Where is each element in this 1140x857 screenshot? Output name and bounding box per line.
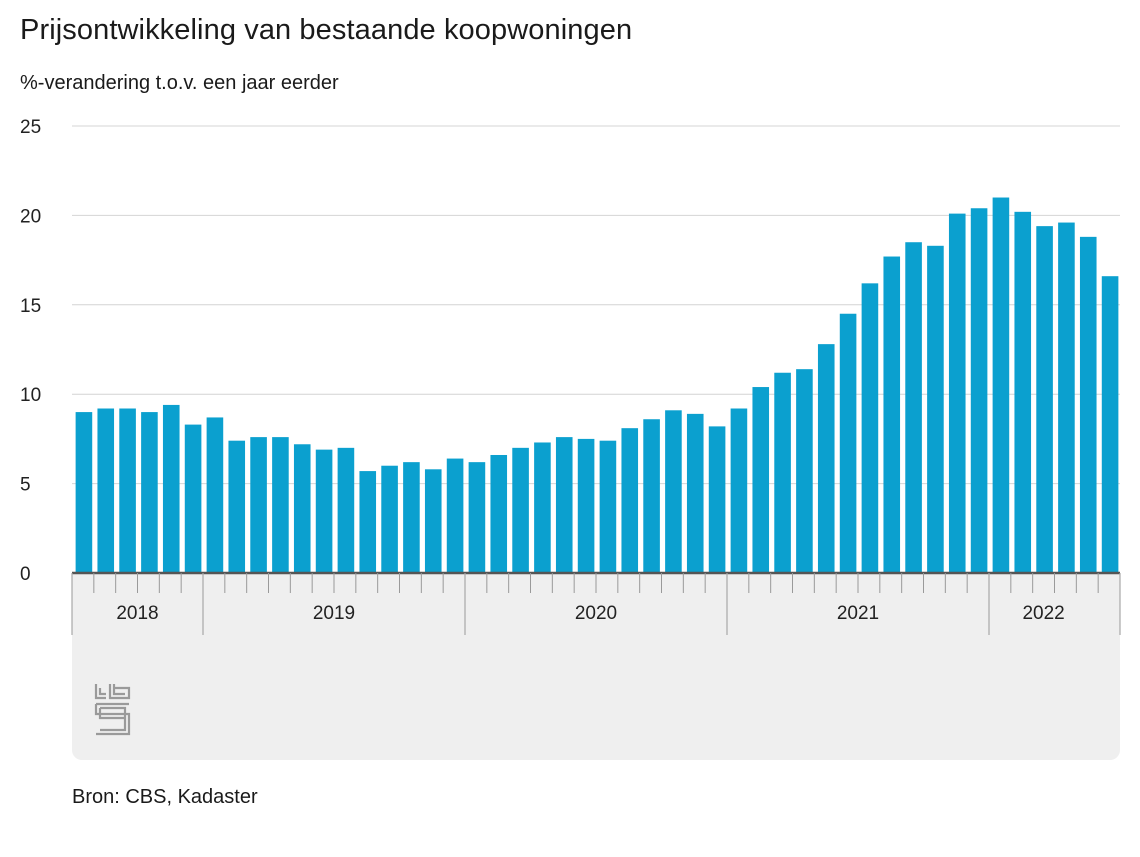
bar (905, 242, 922, 573)
bar (948, 213, 966, 573)
y-tick-label: 15 (20, 296, 41, 317)
bar (424, 469, 442, 573)
y-tick-label: 0 (20, 564, 31, 585)
bar (337, 447, 355, 573)
y-tick-label: 10 (20, 385, 41, 406)
bar (817, 344, 835, 573)
gridlines (72, 125, 1120, 485)
year-label: 2019 (313, 603, 355, 624)
y-axis-tick-labels: 0 5 10 15 20 25 (20, 117, 41, 585)
bar (228, 440, 246, 573)
x-axis-panel (72, 574, 1120, 760)
y-tick-label: 5 (20, 475, 31, 496)
bar (468, 462, 486, 573)
bar (119, 408, 136, 573)
bar (577, 438, 595, 573)
bar (839, 313, 857, 573)
bar (446, 458, 464, 573)
bar (141, 412, 158, 573)
bar (970, 208, 988, 574)
bars (75, 197, 1119, 574)
bar (381, 465, 398, 573)
cbs-logo-icon (94, 684, 131, 736)
bar (512, 447, 529, 573)
chart-subtitle: %-verandering t.o.v. een jaar eerder (20, 72, 339, 94)
bar (359, 471, 377, 573)
bar (490, 454, 508, 573)
bar (1079, 236, 1097, 573)
bar (686, 413, 704, 573)
bar (796, 369, 813, 573)
bar (927, 245, 944, 573)
bar (708, 426, 726, 573)
bar (272, 437, 289, 573)
bar (665, 410, 682, 573)
bar (992, 197, 1010, 573)
bar (643, 419, 660, 573)
y-tick-label: 20 (20, 206, 41, 227)
bar (1058, 222, 1075, 573)
source-note: Bron: CBS, Kadaster (72, 786, 258, 808)
bar (752, 387, 770, 573)
bar (250, 437, 267, 573)
bar (861, 283, 879, 573)
bar (555, 437, 573, 573)
bar (293, 444, 311, 573)
bar (599, 440, 617, 573)
bar (184, 424, 202, 573)
year-label: 2020 (575, 603, 617, 624)
bar (1101, 276, 1119, 573)
year-label: 2022 (1022, 603, 1064, 624)
x-axis: 2018 2019 2020 2021 2022 (71, 571, 1121, 635)
bar (621, 428, 639, 573)
bar (75, 412, 93, 573)
bar (1014, 211, 1032, 573)
bar (97, 408, 115, 573)
bar (883, 256, 901, 573)
bar (730, 408, 748, 573)
bar (1036, 226, 1053, 574)
bar (162, 404, 180, 573)
year-label: 2018 (116, 603, 158, 624)
bar (315, 449, 333, 573)
year-label: 2021 (837, 603, 879, 624)
bar (206, 417, 224, 573)
bar (403, 462, 420, 573)
chart-title: Prijsontwikkeling van bestaande koopwoni… (20, 14, 633, 46)
y-tick-label: 25 (20, 117, 41, 138)
bar (534, 442, 551, 573)
bar (774, 372, 791, 573)
